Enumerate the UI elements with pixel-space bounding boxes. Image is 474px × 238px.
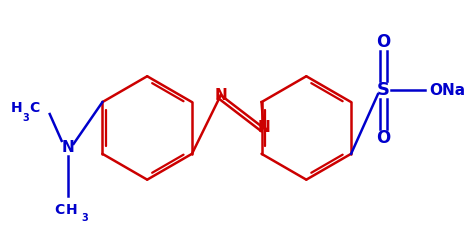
Text: O: O — [376, 129, 390, 147]
Text: 3: 3 — [82, 213, 88, 223]
Text: N: N — [61, 140, 74, 155]
Text: C: C — [55, 203, 65, 217]
Text: S: S — [376, 81, 389, 99]
Text: ONa: ONa — [429, 83, 466, 98]
Text: H: H — [10, 101, 22, 115]
Text: 3: 3 — [23, 113, 29, 123]
Text: C: C — [30, 101, 40, 115]
Text: N: N — [257, 120, 270, 135]
Text: N: N — [214, 88, 227, 103]
Text: O: O — [376, 33, 390, 51]
Text: H: H — [66, 203, 77, 217]
